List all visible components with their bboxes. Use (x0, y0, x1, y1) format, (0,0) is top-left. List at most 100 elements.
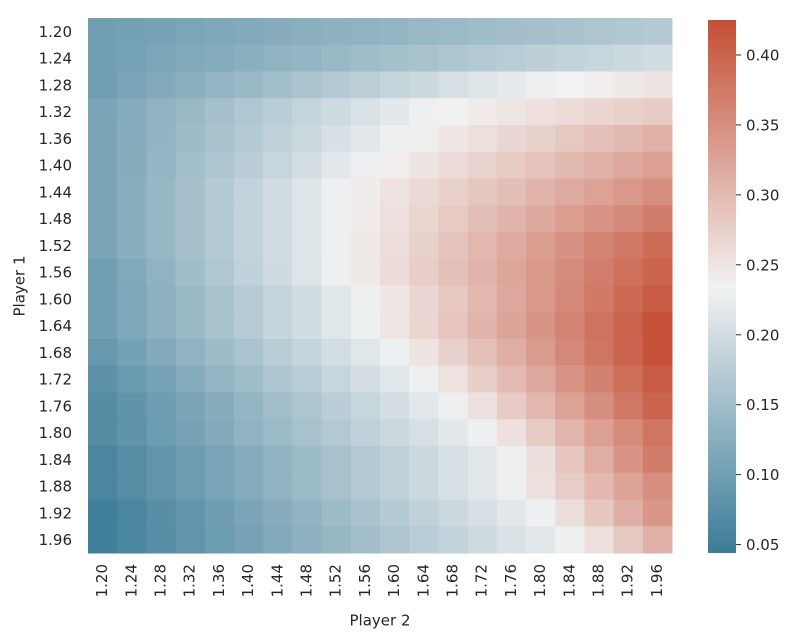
heatmap-cell (409, 205, 439, 233)
heatmap-cell (321, 285, 352, 313)
heatmap-cell (496, 125, 527, 153)
heatmap-cell (438, 365, 469, 393)
heatmap-cell (409, 365, 439, 393)
x-tick-label: 1.20 (93, 564, 111, 597)
heatmap-cell (234, 499, 264, 527)
x-tick-label: 1.92 (619, 564, 637, 597)
heatmap-cell (175, 446, 206, 474)
heatmap-cell (234, 285, 264, 313)
heatmap-cell (642, 526, 673, 554)
heatmap-cell (321, 232, 352, 260)
y-tick-label: 1.72 (39, 371, 72, 389)
heatmap-cell (380, 18, 410, 46)
heatmap-cell (642, 446, 673, 474)
heatmap-cell (263, 44, 293, 72)
heatmap-cell (292, 125, 323, 153)
heatmap-cell (292, 71, 323, 99)
heatmap-cell (409, 125, 439, 153)
heatmap-cell (555, 392, 585, 420)
heatmap-cell (350, 205, 381, 233)
heatmap-cell (175, 44, 206, 72)
y-tick-label: 1.76 (39, 397, 72, 415)
heatmap-cell (526, 419, 556, 447)
heatmap-cell (175, 178, 206, 206)
heatmap-cell (409, 98, 439, 126)
heatmap-cell (234, 419, 264, 447)
heatmap-cell (613, 446, 644, 474)
heatmap-cell (409, 419, 439, 447)
heatmap-cell (526, 499, 556, 527)
heatmap-cell (117, 258, 147, 286)
heatmap-cell (88, 125, 118, 153)
heatmap-cell (438, 446, 469, 474)
heatmap-cell (467, 285, 498, 313)
heatmap-cell (555, 151, 585, 179)
colorbar-tick-label: 0.25 (746, 256, 779, 274)
heatmap-cell (613, 151, 644, 179)
heatmap-cell (88, 526, 118, 554)
heatmap-cell (555, 446, 585, 474)
heatmap-cell (555, 71, 585, 99)
heatmap-cell (438, 419, 469, 447)
heatmap-cell (438, 258, 469, 286)
heatmap-cell (526, 44, 556, 72)
heatmap-cell (234, 44, 264, 72)
heatmap-cell (350, 446, 381, 474)
heatmap-cell (146, 178, 177, 206)
heatmap-cell (263, 446, 293, 474)
heatmap-cell (438, 392, 469, 420)
heatmap-cell (263, 312, 293, 340)
heatmap-cell (204, 526, 235, 554)
heatmap-cell (88, 98, 118, 126)
heatmap-cell (175, 151, 206, 179)
heatmap-cell (409, 392, 439, 420)
heatmap-cell (146, 232, 177, 260)
heatmap-cell (292, 98, 323, 126)
heatmap-cell (88, 205, 118, 233)
heatmap-cell (555, 419, 585, 447)
colorbar-tick-label: 0.30 (746, 186, 779, 204)
heatmap-cell (88, 446, 118, 474)
heatmap-cell (584, 232, 615, 260)
heatmap-cell (263, 125, 293, 153)
heatmap-cell (467, 472, 498, 500)
heatmap-cell (613, 18, 644, 46)
heatmap-cell (234, 258, 264, 286)
heatmap-cell (642, 339, 673, 367)
heatmap-cell (175, 125, 206, 153)
heatmap-cell (613, 499, 644, 527)
heatmap-cell (146, 151, 177, 179)
x-tick-label: 1.36 (210, 564, 228, 597)
heatmap-cell (584, 392, 615, 420)
heatmap-cell (350, 526, 381, 554)
y-tick-label: 1.28 (39, 76, 72, 94)
heatmap-cell (117, 151, 147, 179)
heatmap-cell (204, 151, 235, 179)
heatmap-cell (175, 312, 206, 340)
heatmap-cell (350, 419, 381, 447)
x-axis-label: Player 2 (350, 612, 411, 630)
heatmap-cell (234, 312, 264, 340)
heatmap-cell (175, 98, 206, 126)
heatmap-cell (263, 365, 293, 393)
heatmap-cell (204, 446, 235, 474)
heatmap-cell (496, 526, 527, 554)
heatmap-cell (438, 232, 469, 260)
heatmap-cell (467, 419, 498, 447)
heatmap-cell (380, 312, 410, 340)
heatmap-cell (526, 232, 556, 260)
heatmap-cell (584, 472, 615, 500)
heatmap-cell (380, 419, 410, 447)
heatmap-cell (117, 499, 147, 527)
heatmap-cell (526, 205, 556, 233)
heatmap-cell (496, 178, 527, 206)
heatmap-cell (467, 526, 498, 554)
heatmap-cell (204, 472, 235, 500)
heatmap-cell (555, 98, 585, 126)
heatmap-cell (88, 499, 118, 527)
y-tick-label: 1.88 (39, 478, 72, 496)
heatmap-cell (613, 71, 644, 99)
heatmap-cell (117, 365, 147, 393)
heatmap-cell (642, 285, 673, 313)
heatmap-cell (526, 125, 556, 153)
